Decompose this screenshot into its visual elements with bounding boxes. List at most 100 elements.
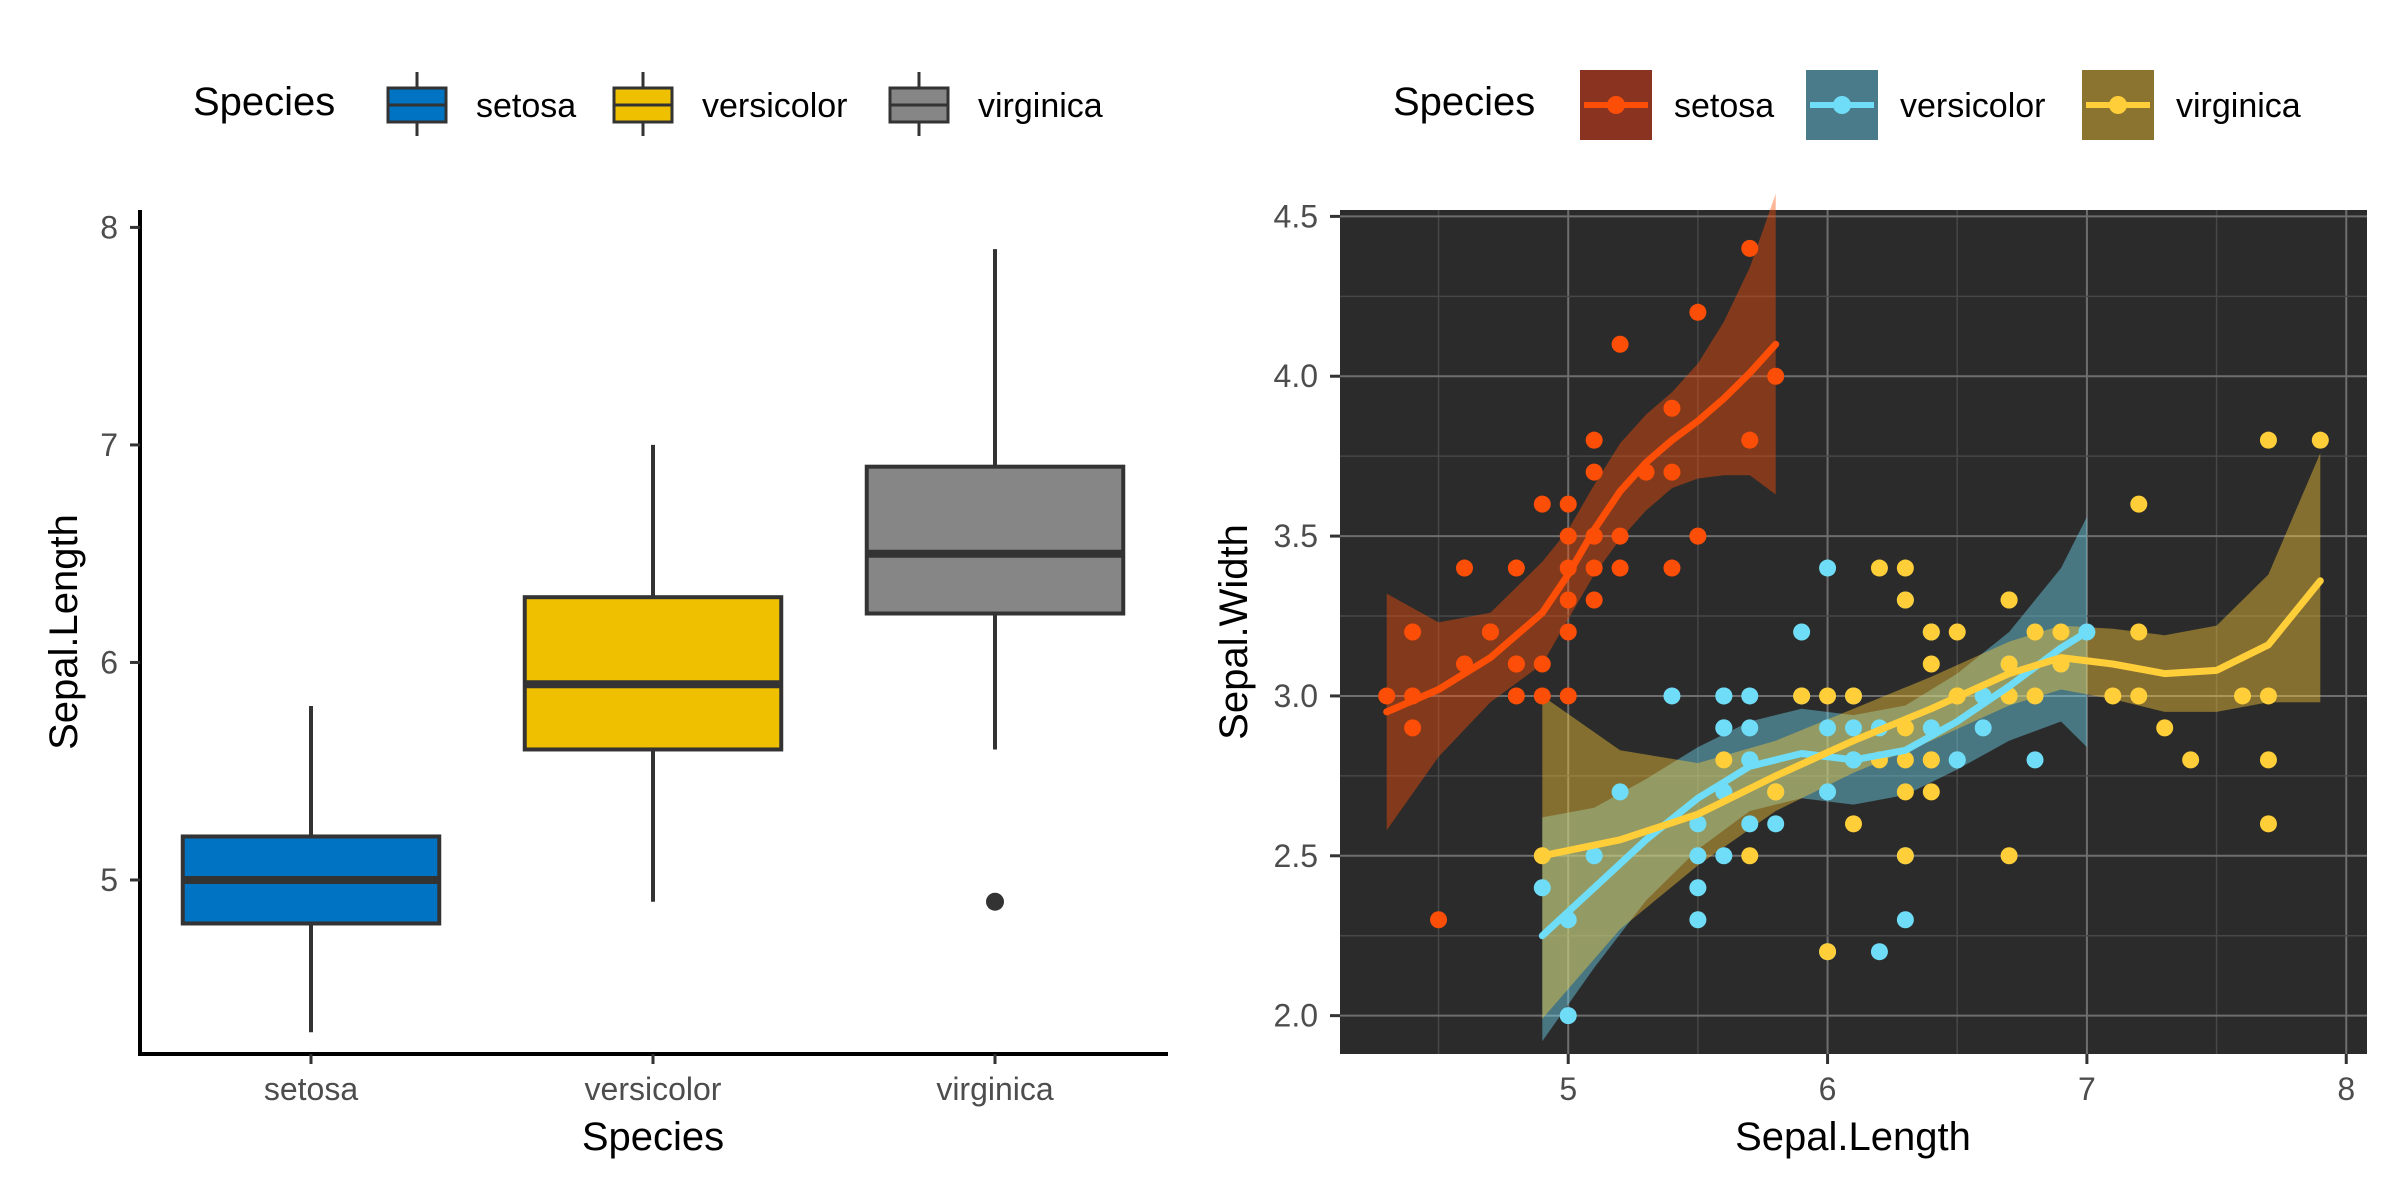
scatter-legend-label-virginica: virginica [2176,87,2301,125]
data-point-versicolor [1793,623,1811,641]
data-point-setosa [1585,559,1603,577]
boxplot-legend: Species setosa versicolor virginica [193,72,1103,136]
data-point-setosa [1430,911,1448,929]
scatter-y-tick-label: 4.5 [1274,198,1318,234]
scatter-y-tick-label: 3.5 [1274,518,1318,554]
data-point-virginica [2000,591,2018,609]
data-point-setosa [1559,687,1577,705]
scatter-x-tick-label: 6 [1819,1071,1837,1107]
data-point-virginica [2259,751,2277,769]
data-point-virginica [2130,495,2148,513]
box-setosa [180,705,442,1033]
data-point-setosa [1533,687,1551,705]
data-point-virginica [1793,687,1811,705]
scatter-legend-title: Species [1393,80,1535,124]
box-versicolor [522,444,784,902]
loess-line-versicolor [1538,628,2091,940]
data-point-virginica [1715,751,1733,769]
data-point-virginica [1922,623,1940,641]
data-point-virginica [2259,815,2277,833]
data-point-virginica [1948,623,1966,641]
data-point-virginica [2026,687,2044,705]
data-point-virginica [1922,655,1940,673]
data-point-setosa [1585,431,1603,449]
boxplot-y-axis-title: Sepal.Length [42,514,86,750]
data-point-setosa [1455,559,1473,577]
data-point-virginica [1767,783,1785,801]
data-point-setosa [1404,719,1422,737]
data-point-setosa [1481,623,1499,641]
data-point-versicolor [1533,879,1551,897]
data-point-versicolor [1689,847,1707,865]
data-point-versicolor [1585,847,1603,865]
data-point-versicolor [1715,687,1733,705]
data-point-virginica [1896,591,1914,609]
data-point-virginica [2130,623,2148,641]
data-point-versicolor [1689,815,1707,833]
scatter-y-tick-label: 3.0 [1274,678,1318,714]
scatter-chart: Species setosa versicolor virginica 2.0 2.5… [1212,70,2367,1159]
data-point-setosa [1507,559,1525,577]
data-point-versicolor [1689,911,1707,929]
data-point-setosa [1689,527,1707,545]
data-point-virginica [2026,623,2044,641]
boxplot-chart: Species setosa versicolor virginica 5 6 7 8 se… [42,72,1168,1159]
data-point-setosa [1559,495,1577,513]
data-point-setosa [1767,367,1785,385]
data-point-virginica [1896,559,1914,577]
boxplot-legend-label-virginica: virginica [978,87,1103,125]
data-point-virginica [1896,751,1914,769]
data-point-setosa [1663,559,1681,577]
data-point-virginica [2000,655,2018,673]
data-point-versicolor [1741,719,1759,737]
points-setosa [1378,239,1785,929]
boxplot-y-tick-label: 6 [100,644,118,680]
data-point-virginica [2259,687,2277,705]
data-point-virginica [1870,559,1888,577]
data-point-versicolor [1870,943,1888,961]
data-point-virginica [2311,431,2329,449]
boxplot-legend-label-versicolor: versicolor [702,87,847,125]
scatter-x-axis-title: Sepal.Length [1735,1115,1971,1159]
boxplot-y-tick-label: 7 [100,427,118,463]
iqr-box [522,595,784,752]
data-point-virginica [1819,687,1837,705]
scatter-legend: Species setosa versicolor virginica [1393,70,2301,140]
data-point-virginica [2130,687,2148,705]
loess-line-setosa [1383,340,1780,716]
data-point-versicolor [1767,815,1785,833]
data-point-versicolor [1663,687,1681,705]
scatter-x-tick-label: 5 [1559,1071,1577,1107]
data-point-versicolor [1689,879,1707,897]
data-point-versicolor [1896,911,1914,929]
legend-key-point [1833,96,1851,114]
scatter-y-axis-title: Sepal.Width [1212,524,1256,740]
data-point-setosa [1611,335,1629,353]
data-point-virginica [1845,815,1862,833]
data-point-setosa [1741,239,1759,257]
box-virginica [864,249,1126,911]
data-point-virginica [2104,687,2122,705]
data-point-virginica [2000,847,2018,865]
data-point-virginica [1896,783,1914,801]
scatter-legend-label-setosa: setosa [1674,87,1774,125]
data-point-setosa [1611,527,1629,545]
data-point-setosa [1559,591,1577,609]
data-point-setosa [1663,463,1681,481]
data-point-versicolor [1715,847,1733,865]
legend-key-point [2109,96,2127,114]
confidence-band-setosa [1386,194,1776,831]
data-point-setosa [1611,559,1629,577]
legend-key-point [1607,96,1625,114]
boxplot-legend-label-setosa: setosa [476,87,576,125]
scatter-y-tick-label: 4.0 [1274,358,1318,394]
data-point-versicolor [1845,719,1862,737]
data-point-versicolor [1819,783,1837,801]
loess-line-virginica [1538,577,2324,860]
data-point-setosa [1507,655,1525,673]
data-point-setosa [1404,623,1422,641]
scatter-panel-background [1340,210,2367,1054]
data-point-virginica [1845,687,1862,705]
data-point-versicolor [1559,1007,1577,1025]
data-point-versicolor [1819,719,1837,737]
